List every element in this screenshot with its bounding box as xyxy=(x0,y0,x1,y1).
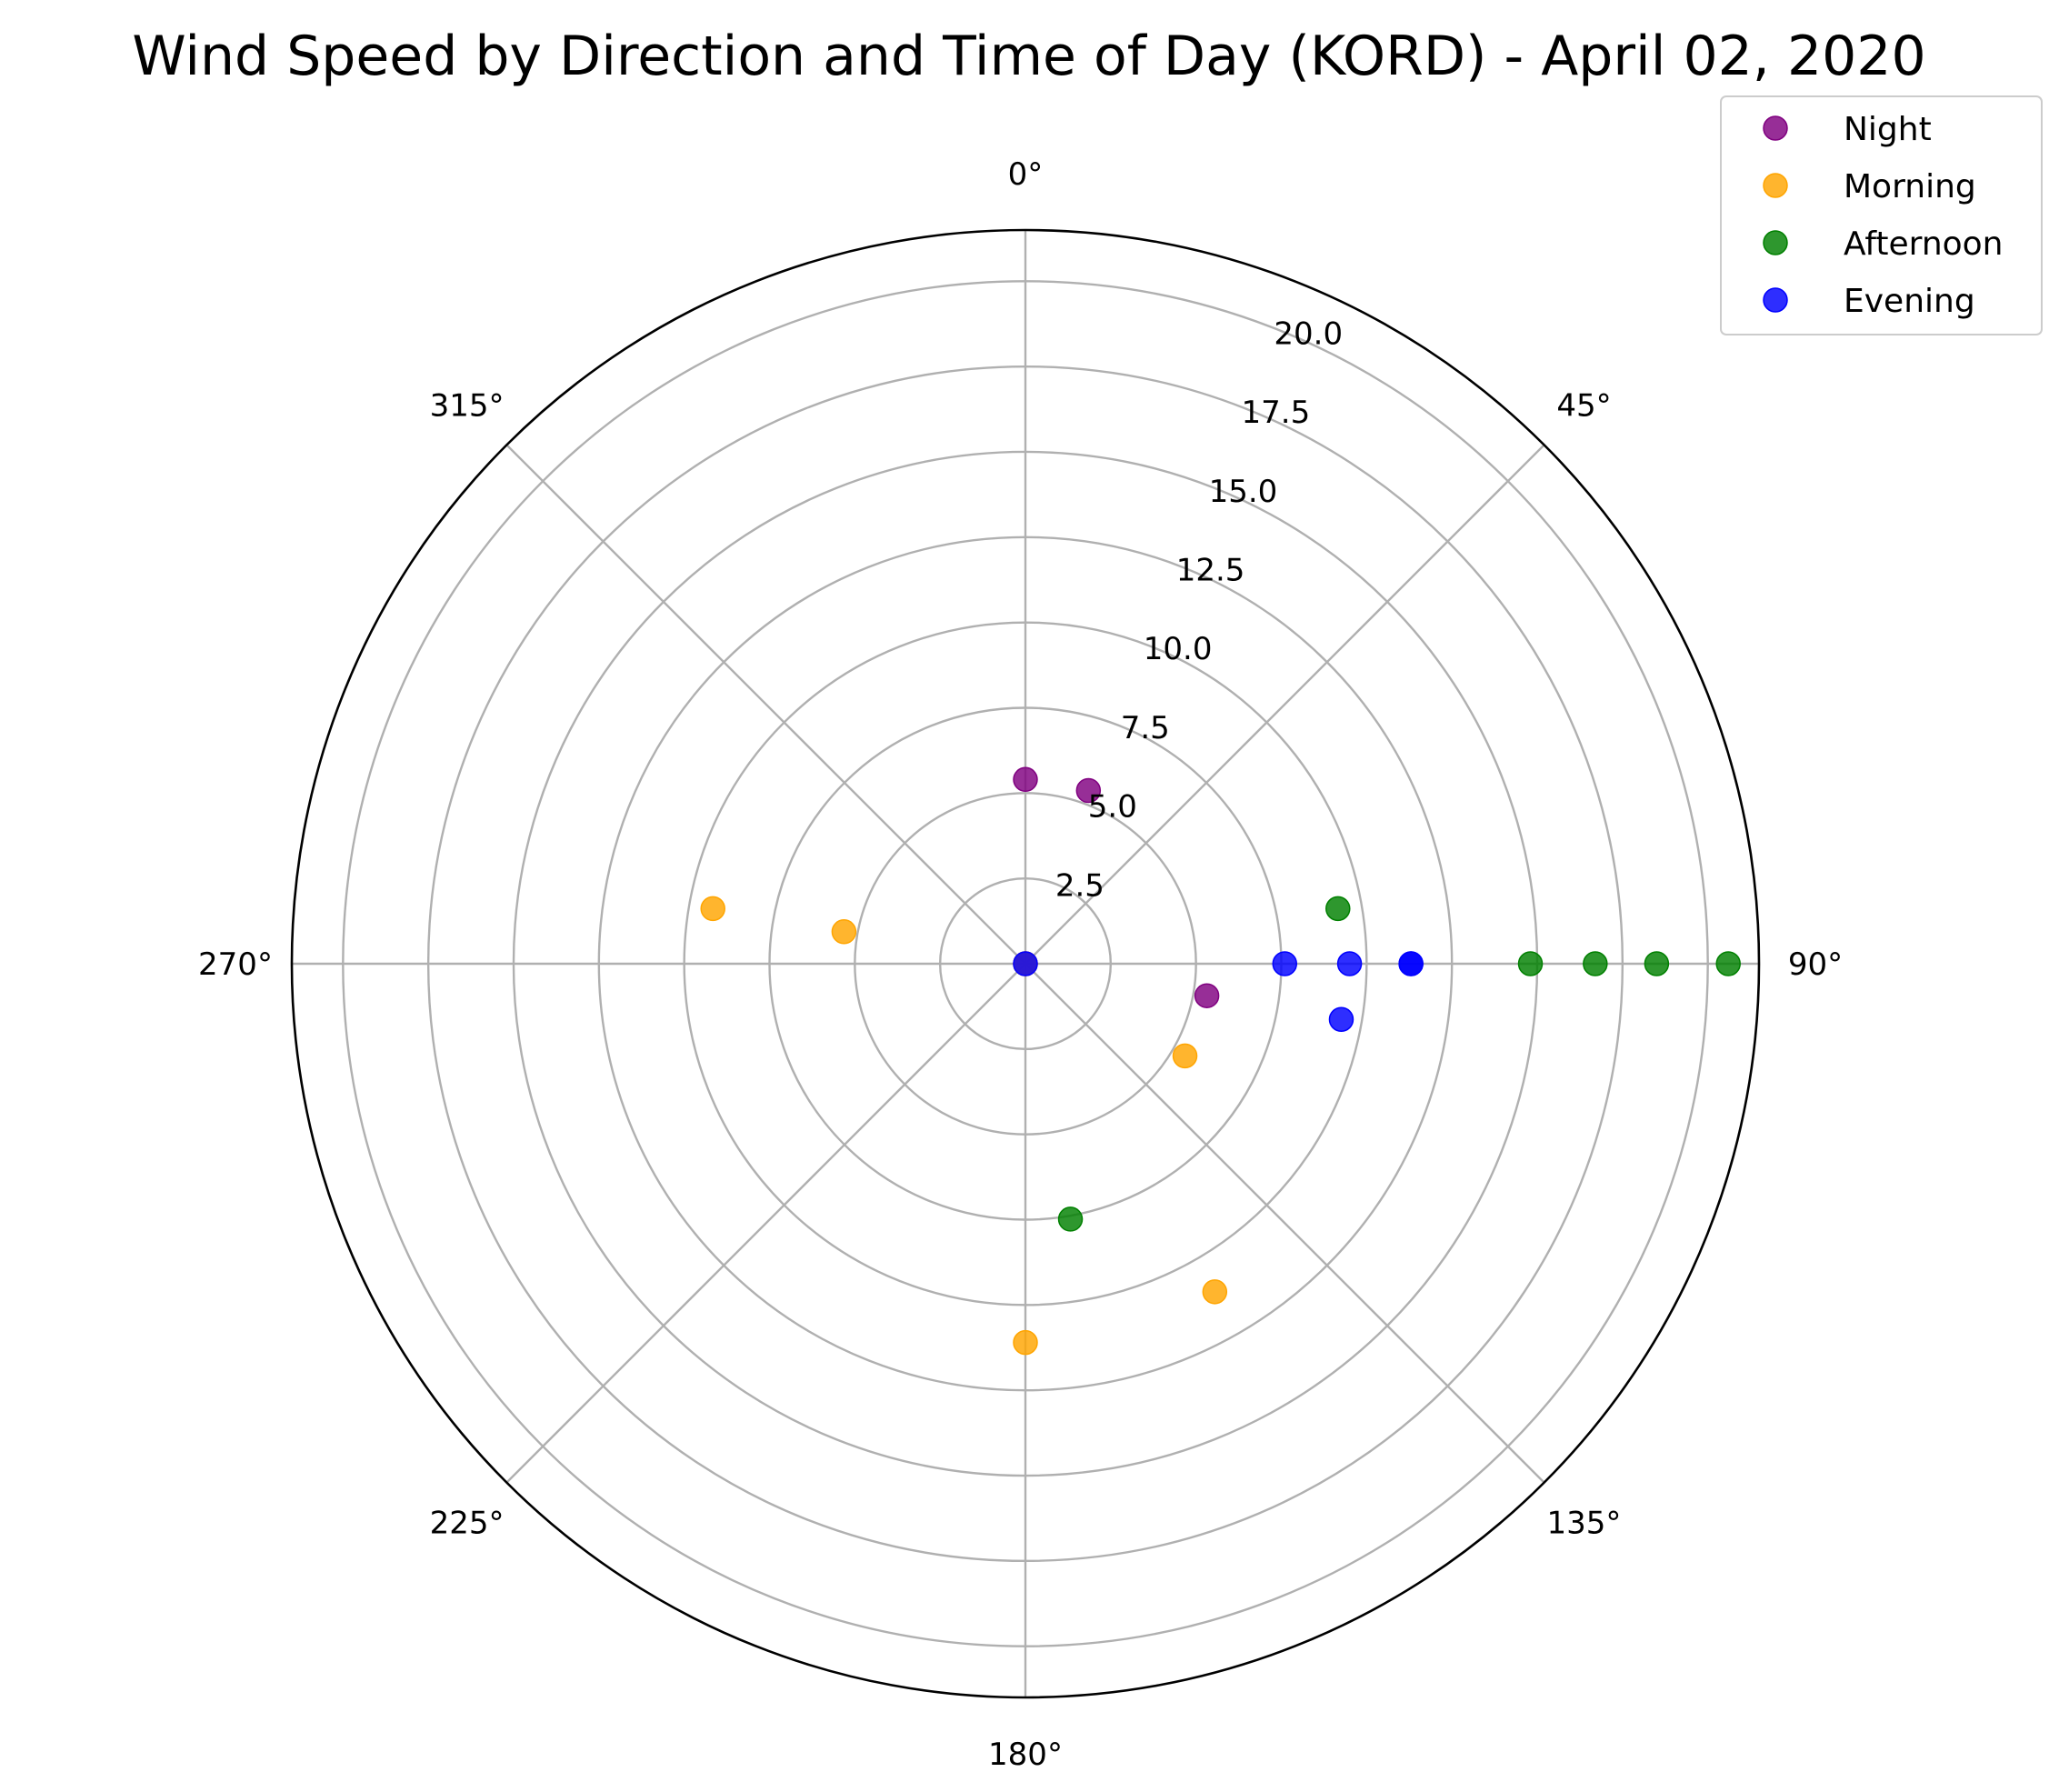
legend-marker-evening xyxy=(1763,287,1788,313)
point-morning-3 xyxy=(1202,1279,1228,1305)
radial-tick-label-10.0: 10.0 xyxy=(1144,631,1213,667)
chart-title: Wind Speed by Direction and Time of Day … xyxy=(132,25,1925,88)
point-morning-0 xyxy=(700,896,725,922)
legend-label-evening: Evening xyxy=(1844,283,1975,320)
legend-marker-night xyxy=(1763,115,1788,141)
radial-tick-label-5.0: 5.0 xyxy=(1088,789,1137,826)
point-afternoon-2 xyxy=(1583,951,1608,976)
radial-tick-label-2.5: 2.5 xyxy=(1055,867,1104,904)
angular-gridline-3 xyxy=(1025,963,1545,1484)
legend: Night Morning Afternoon Evening xyxy=(1720,95,2043,335)
angle-tick-label-0: 0° xyxy=(1008,156,1044,193)
angle-tick-label-90: 90° xyxy=(1788,946,1843,983)
angle-tick-label-180: 180° xyxy=(988,1737,1063,1773)
angle-tick-label-315: 315° xyxy=(430,388,505,425)
angular-gridline-1 xyxy=(1025,444,1545,965)
point-evening-3 xyxy=(1398,951,1424,976)
radial-tick-label-7.5: 7.5 xyxy=(1121,710,1170,746)
angular-gridline-5 xyxy=(505,963,1026,1484)
angle-tick-label-225: 225° xyxy=(430,1505,505,1541)
point-afternoon-0 xyxy=(1325,896,1351,922)
point-evening-0 xyxy=(1272,951,1298,976)
legend-label-afternoon: Afternoon xyxy=(1844,225,2004,263)
legend-marker-morning xyxy=(1763,173,1788,198)
point-morning-1 xyxy=(831,919,857,945)
polar-grid xyxy=(290,228,1761,1699)
radial-tick-label-17.5: 17.5 xyxy=(1242,395,1311,431)
point-evening-4 xyxy=(1328,1006,1354,1033)
legend-marker-afternoon xyxy=(1763,230,1788,255)
point-evening-1 xyxy=(1336,951,1363,976)
legend-box xyxy=(1720,95,2043,335)
point-afternoon-5 xyxy=(1057,1206,1084,1232)
polar-frame xyxy=(290,228,1761,1699)
axis-labels: 0° 45° 90° 135° 180° 225° 270° 315° 2.5 5.0 7.5 10.… xyxy=(198,156,1843,1773)
point-afternoon-4 xyxy=(1715,951,1741,976)
radial-tick-label-20.0: 20.0 xyxy=(1274,315,1343,352)
point-night-0 xyxy=(1013,766,1038,793)
radial-tick-label-12.5: 12.5 xyxy=(1176,553,1245,589)
point-afternoon-1 xyxy=(1517,951,1544,976)
point-night-1 xyxy=(1075,777,1102,804)
angle-tick-label-45: 45° xyxy=(1556,388,1611,425)
radial-tick-label-15.0: 15.0 xyxy=(1209,474,1278,510)
point-night-2 xyxy=(1194,983,1220,1008)
legend-label-night: Night xyxy=(1844,111,1932,148)
angular-gridline-7 xyxy=(505,444,1026,965)
data-points xyxy=(700,766,1741,1356)
point-evening-5 xyxy=(1013,951,1038,976)
point-morning-2 xyxy=(1172,1043,1198,1069)
angle-tick-label-270: 270° xyxy=(198,946,273,983)
angle-tick-label-135: 135° xyxy=(1547,1505,1622,1541)
legend-label-morning: Morning xyxy=(1844,168,1976,205)
point-afternoon-3 xyxy=(1644,951,1670,976)
point-morning-4 xyxy=(1013,1329,1038,1356)
